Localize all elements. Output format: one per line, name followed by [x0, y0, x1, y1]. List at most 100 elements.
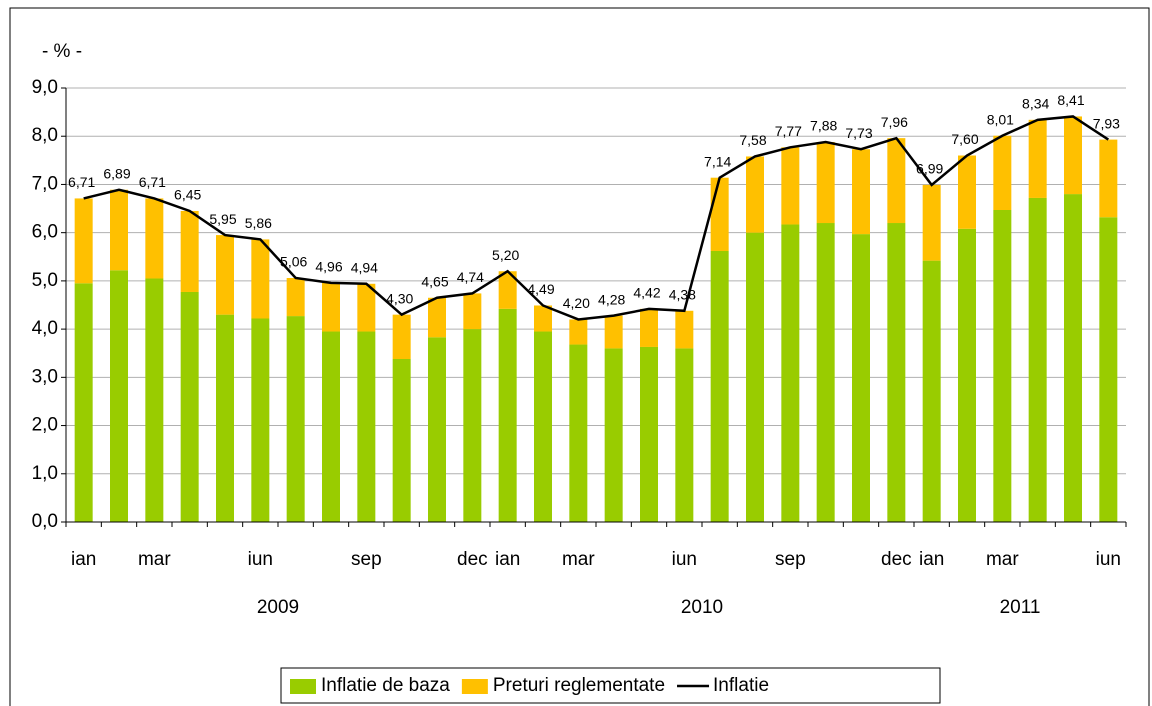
legend-swatch: [290, 679, 316, 694]
y-tick-label: 9,0: [32, 77, 58, 98]
data-label: 4,74: [457, 269, 484, 285]
bar-segment: [993, 135, 1012, 211]
bar-segment: [216, 314, 234, 522]
bar-segment: [958, 155, 976, 229]
legend-label: Inflatie de baza: [321, 675, 450, 696]
x-tick-label: sep: [351, 549, 382, 570]
bar-segment: [251, 239, 270, 319]
x-tick-label: mar: [562, 549, 595, 570]
bar-segment: [463, 329, 482, 522]
bar-segment: [569, 344, 588, 522]
data-label: 6,71: [139, 174, 166, 190]
bar-segment: [1099, 217, 1118, 523]
bar-segment: [993, 210, 1012, 522]
x-tick-label: ian: [495, 549, 520, 570]
data-label: 5,20: [492, 247, 519, 263]
bar-segment: [604, 315, 623, 349]
x-tick-label: mar: [986, 549, 1019, 570]
bar-segment: [145, 278, 164, 522]
bar-segment: [498, 271, 517, 309]
data-label: 7,14: [704, 153, 731, 169]
bar-segment: [1028, 197, 1047, 523]
x-tick-label: iun: [1096, 549, 1121, 570]
y-tick-label: 6,0: [32, 222, 58, 243]
bar-segment: [286, 277, 305, 317]
bar-segment: [746, 232, 764, 522]
bar-segment: [640, 346, 658, 522]
bar-segment: [74, 198, 93, 284]
bar-segment: [640, 308, 658, 347]
x-tick-label: dec: [881, 549, 912, 570]
y-tick-label: 7,0: [32, 173, 58, 194]
bar-segment: [816, 142, 835, 224]
bar-segment: [74, 283, 93, 522]
bar-segment: [922, 184, 941, 261]
bar-segment: [428, 337, 446, 522]
data-label: 6,45: [174, 187, 201, 203]
legend-label: Inflatie: [713, 675, 769, 696]
x-group-label: 2010: [681, 597, 723, 618]
bar-segment: [710, 250, 729, 523]
bar-segment: [286, 316, 305, 522]
data-label: 7,77: [775, 123, 802, 139]
x-tick-label: iun: [248, 549, 273, 570]
y-tick-label: 8,0: [32, 125, 58, 146]
bar-segment: [392, 314, 411, 360]
x-tick-label: mar: [138, 549, 171, 570]
data-label: 4,38: [669, 286, 696, 302]
x-group-label: 2011: [1000, 597, 1041, 618]
bar-segment: [922, 260, 941, 522]
bar-segment: [110, 270, 128, 522]
bar-segment: [781, 224, 800, 523]
y-tick-label: 2,0: [32, 415, 58, 436]
data-label: 8,41: [1057, 92, 1084, 108]
data-label: 5,86: [245, 215, 272, 231]
bar-segment: [675, 310, 694, 349]
bar-segment: [180, 291, 199, 522]
bar-segment: [958, 228, 976, 522]
data-label: 6,99: [916, 161, 943, 177]
bar-segment: [816, 223, 835, 522]
data-label: 4,96: [315, 259, 342, 275]
x-group-label: 2009: [257, 597, 299, 618]
bar-segment: [463, 293, 482, 330]
bar-segment: [180, 210, 199, 292]
data-label: 5,06: [280, 254, 307, 270]
bar-segment: [569, 319, 588, 345]
x-tick-label: dec: [457, 549, 488, 570]
x-tick-label: ian: [919, 549, 944, 570]
bar-segment: [110, 189, 128, 271]
bar-segment: [746, 156, 764, 233]
data-label: 7,58: [739, 132, 766, 148]
data-label: 4,20: [563, 295, 590, 311]
data-label: 4,30: [386, 290, 413, 306]
data-label: 7,73: [845, 125, 872, 141]
data-label: 4,42: [633, 285, 660, 301]
data-label: 4,28: [598, 291, 625, 307]
data-label: 7,60: [951, 131, 978, 147]
bar-segment: [534, 305, 552, 332]
y-tick-label: 5,0: [32, 270, 58, 291]
bar-segment: [322, 282, 340, 332]
y-tick-label: 0,0: [32, 511, 58, 532]
y-tick-label: 4,0: [32, 318, 58, 339]
data-label: 7,96: [881, 114, 908, 130]
data-label: 8,01: [987, 111, 1014, 127]
data-label: 6,71: [68, 174, 95, 190]
bar-segment: [887, 138, 906, 224]
x-tick-label: ian: [71, 549, 96, 570]
data-label: 6,89: [103, 165, 130, 181]
x-tick-label: iun: [672, 549, 697, 570]
bar-segment: [675, 348, 694, 522]
data-label: 7,88: [810, 118, 837, 134]
chart-border: [9, 7, 1150, 706]
bar-segment: [534, 331, 552, 522]
y-tick-label: 1,0: [32, 463, 58, 484]
bar-segment: [145, 198, 164, 279]
bar-segment: [1099, 139, 1118, 218]
legend-swatch: [461, 679, 488, 694]
data-label: 4,94: [351, 259, 378, 275]
bar-segment: [1064, 116, 1082, 195]
legend-label: Preturi reglementate: [493, 675, 665, 696]
